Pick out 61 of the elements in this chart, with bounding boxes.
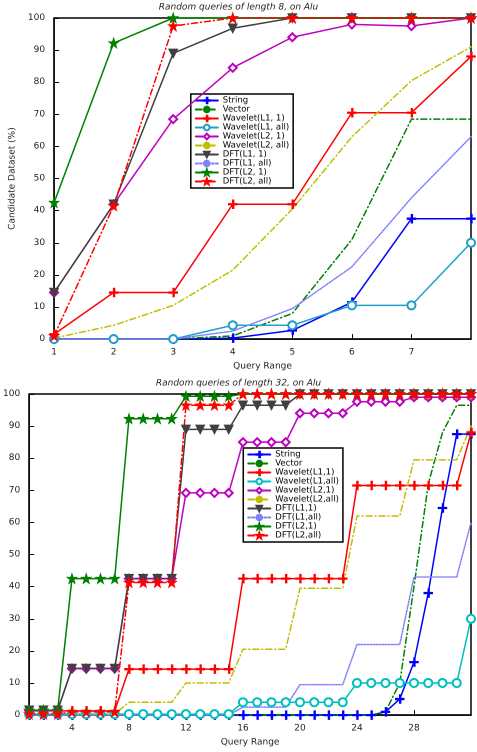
y-tick-label: 10 xyxy=(34,302,46,312)
y-tick-label: 30 xyxy=(8,614,20,624)
legend-label: Wavelet(L2, 1) xyxy=(222,132,285,142)
y-tick-label: 100 xyxy=(2,389,20,399)
x-tick-label: 3 xyxy=(170,348,176,358)
y-tick-label: 90 xyxy=(34,45,46,56)
x-tick-label: 12 xyxy=(180,724,192,734)
chart-title: Random queries of length 8, on Alu xyxy=(158,2,319,12)
legend-label: DFT(L1,all) xyxy=(275,512,322,522)
legend-label: DFT(L1,1) xyxy=(275,504,317,514)
x-axis-title: Query Range xyxy=(233,362,292,372)
y-tick-label: 40 xyxy=(34,206,46,216)
x-tick-label: 24 xyxy=(351,724,363,734)
x-tick-label: 16 xyxy=(237,724,249,734)
legend-label: Wavelet(L1, 1) xyxy=(222,114,285,124)
y-tick-label: 40 xyxy=(8,582,20,592)
x-tick-label: 28 xyxy=(408,724,420,734)
legend-label: Vector xyxy=(222,104,250,114)
legend-label: Vector xyxy=(275,458,303,468)
y-tick-label: 0 xyxy=(39,334,46,344)
x-tick-label: 20 xyxy=(294,724,306,734)
y-tick-label: 80 xyxy=(8,453,20,464)
y-tick-label: 80 xyxy=(34,77,46,88)
legend-label: DFT(L2, 1) xyxy=(222,168,267,178)
x-tick-label: 4 xyxy=(69,724,76,734)
x-tick-label: 7 xyxy=(408,348,414,358)
y-tick-label: 50 xyxy=(34,174,46,184)
y-tick-label: 60 xyxy=(8,517,20,528)
y-tick-label: 0 xyxy=(14,710,20,720)
legend-label: DFT(L1, all) xyxy=(222,158,272,168)
y-tick-label: 20 xyxy=(34,270,46,280)
legend-label: Wavelet(L1,all) xyxy=(275,476,339,486)
y-tick-label: 30 xyxy=(34,238,46,248)
legend-label: String xyxy=(275,450,301,460)
y-tick-label: 70 xyxy=(34,109,46,120)
y-tick-label: 60 xyxy=(34,141,46,152)
y-tick-label: 10 xyxy=(8,678,20,688)
y-tick-label: 70 xyxy=(8,485,20,496)
legend-label: DFT(L2, all) xyxy=(222,176,272,186)
y-axis-title: Candidate Dataset (%) xyxy=(8,127,18,230)
x-tick-label: 4 xyxy=(230,348,236,358)
x-tick-label: 1 xyxy=(51,348,57,358)
legend-label: Wavelet(L2,1) xyxy=(275,486,334,496)
y-tick-label: 100 xyxy=(28,13,46,23)
legend-label: DFT(L2,1) xyxy=(275,522,317,532)
legend-label: Wavelet(L1,1) xyxy=(275,468,334,478)
chart-title: Random queries of length 32, on Alu xyxy=(156,378,322,388)
x-tick-label: 6 xyxy=(349,348,356,358)
legend-label: DFT(L2,all) xyxy=(275,530,322,540)
y-tick-label: 90 xyxy=(8,421,20,432)
legend-label: Wavelet(L2, all) xyxy=(222,140,290,150)
legend-label: Wavelet(L1, all) xyxy=(222,122,290,132)
legend-label: Wavelet(L2,all) xyxy=(275,494,339,504)
y-tick-label: 50 xyxy=(8,550,20,560)
x-tick-label: 8 xyxy=(126,724,132,734)
y-tick-label: 20 xyxy=(8,646,20,656)
x-axis-title: Query Range xyxy=(220,738,280,748)
legend-label: String xyxy=(222,96,248,106)
x-tick-label: 5 xyxy=(289,348,296,358)
legend-label: DFT(L1, 1) xyxy=(222,150,267,160)
x-tick-label: 2 xyxy=(110,348,117,358)
